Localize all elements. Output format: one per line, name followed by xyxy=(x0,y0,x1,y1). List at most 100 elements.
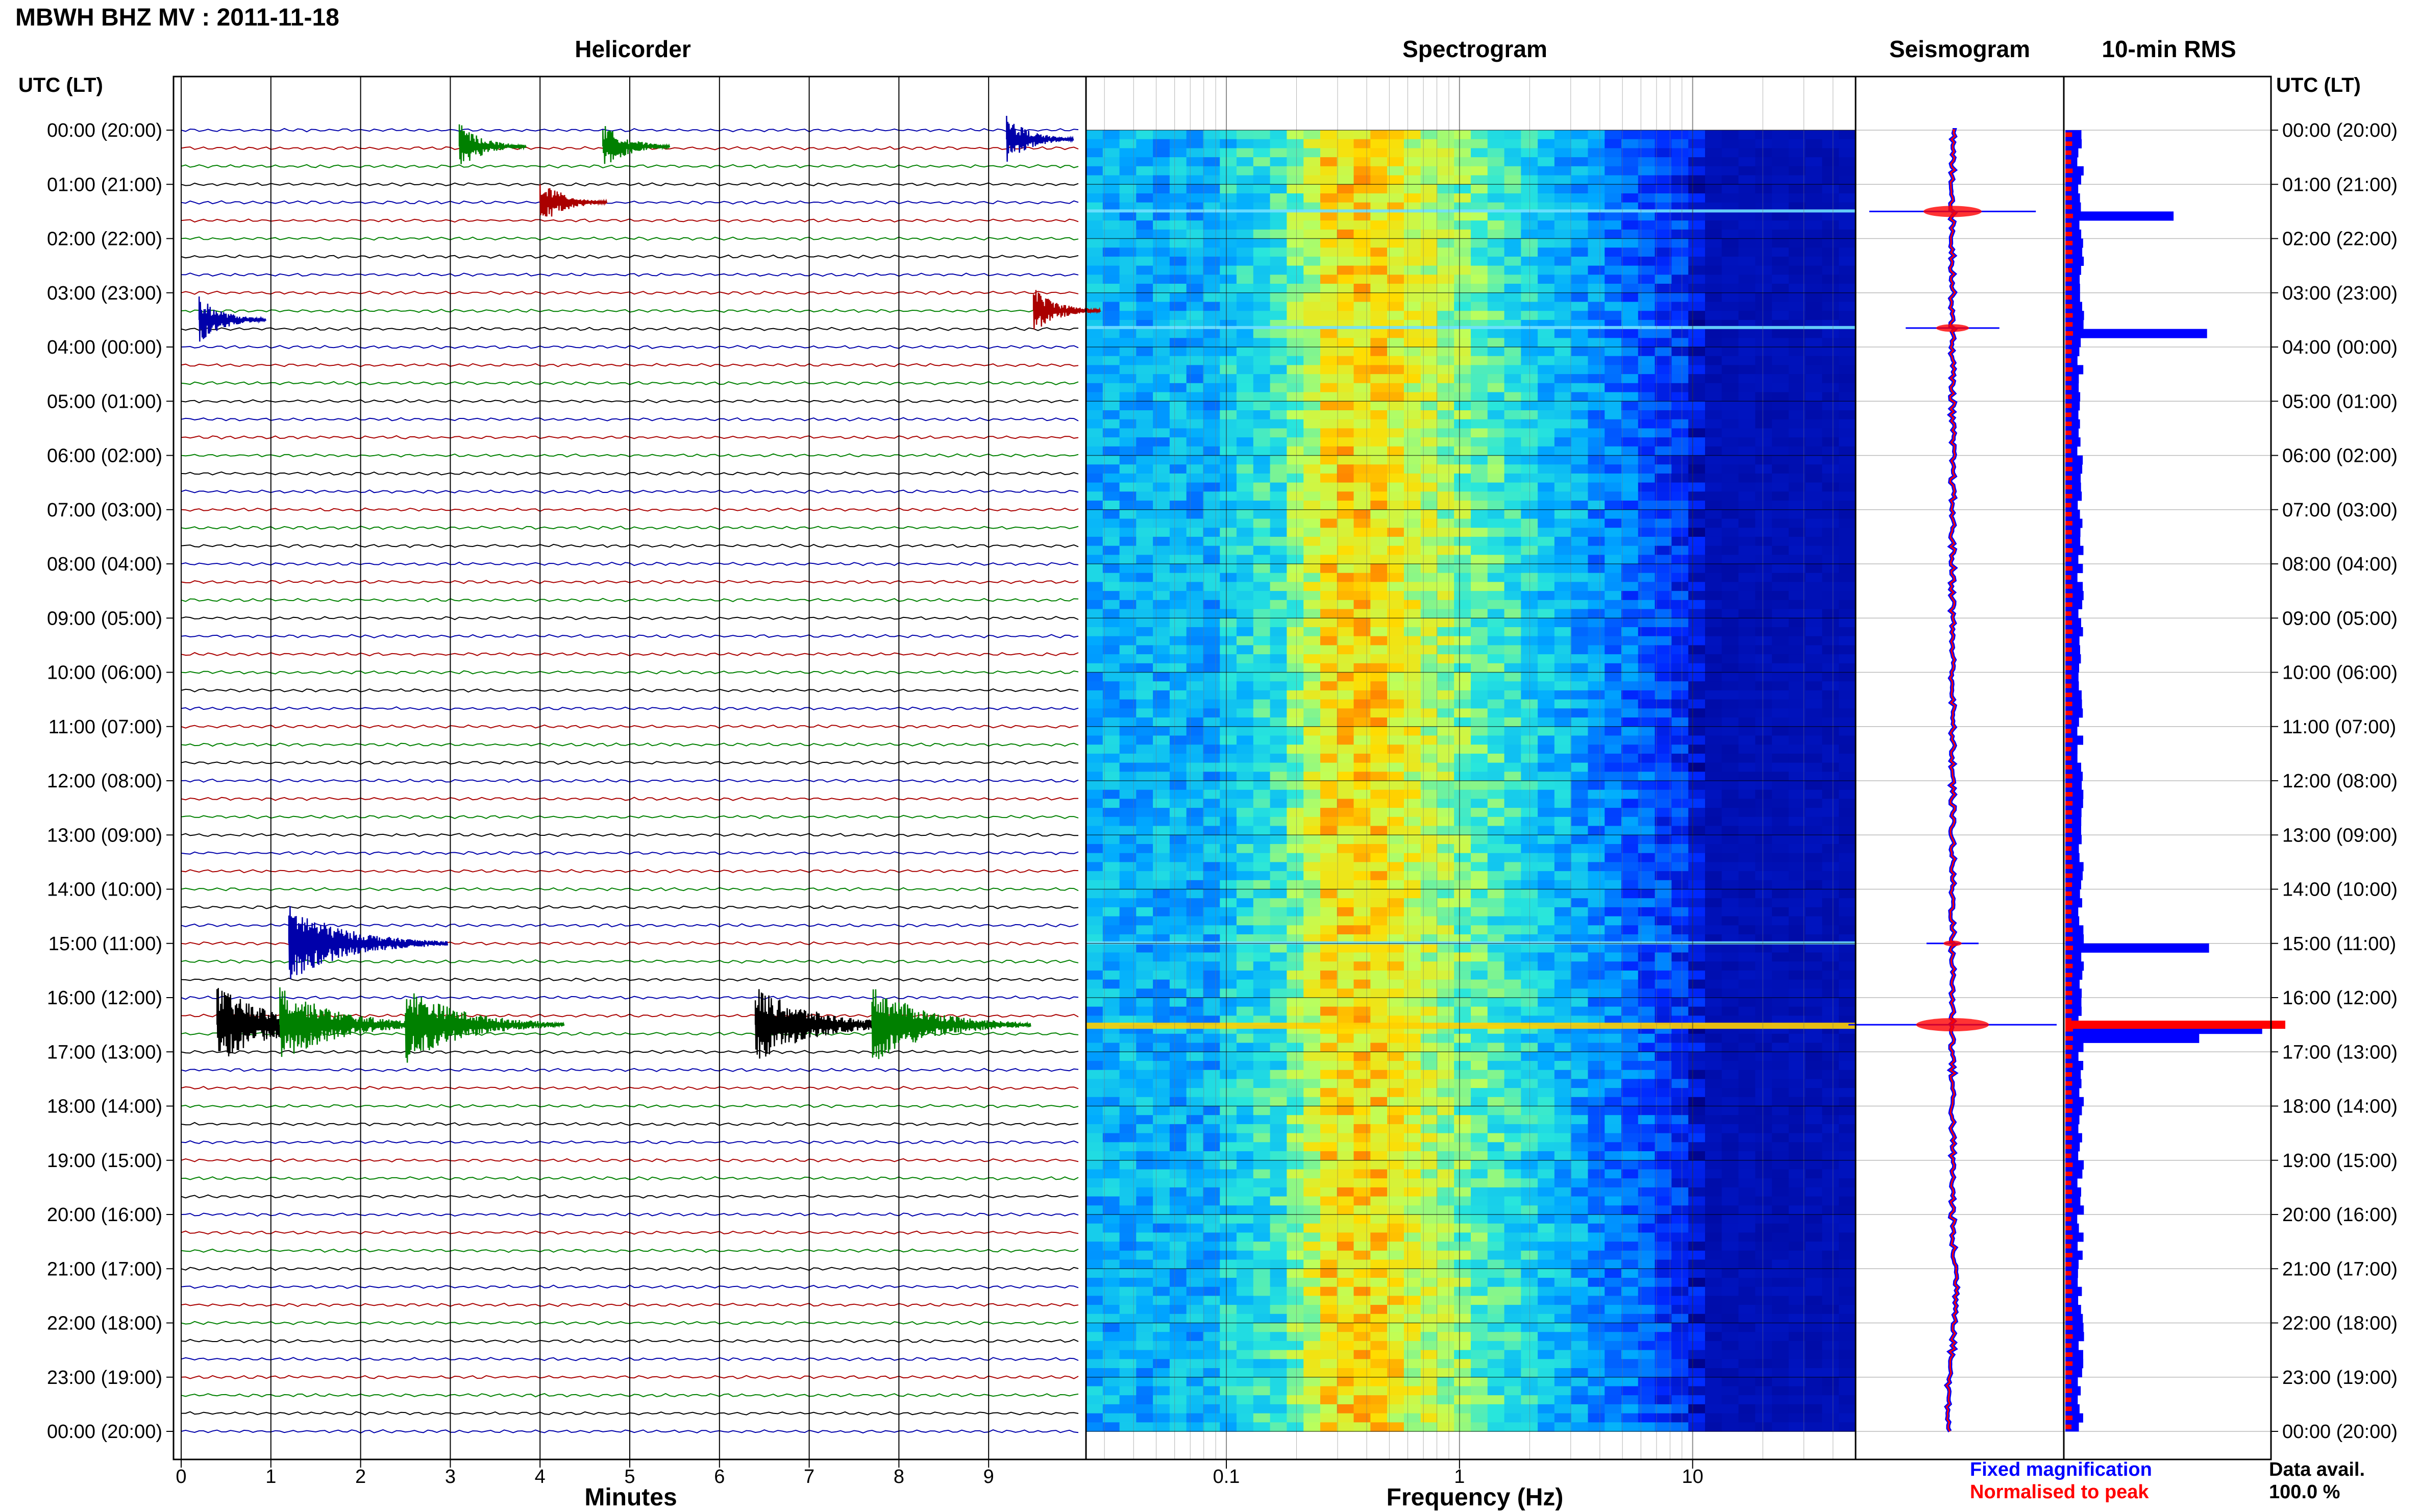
spectrogram-cell xyxy=(1822,275,1839,284)
spectrogram-cell xyxy=(1688,329,1706,338)
spectrogram-cell xyxy=(1370,365,1388,375)
spectrogram-cell xyxy=(1287,808,1304,817)
spectrogram-cell xyxy=(1237,690,1254,700)
spectrogram-cell xyxy=(1721,482,1739,492)
spectrogram-cell xyxy=(1504,365,1521,375)
spectrogram-cell xyxy=(1169,302,1187,311)
spectrogram-cell xyxy=(1387,347,1404,357)
spectrogram-cell xyxy=(1705,708,1722,718)
spectrogram-cell xyxy=(1237,356,1254,365)
spectrogram-cell xyxy=(1169,699,1187,709)
spectrogram-cell xyxy=(1755,772,1772,781)
spectrogram-cell xyxy=(1487,943,1505,953)
spectrogram-cell xyxy=(1554,591,1572,601)
spectrogram-cell xyxy=(1237,636,1254,646)
spectrogram-cell xyxy=(1471,708,1488,718)
spectrogram-cell xyxy=(1169,979,1187,989)
spectrogram-cell xyxy=(1253,699,1271,709)
spectrogram-cell xyxy=(1688,302,1706,311)
spectrogram-cell xyxy=(1822,528,1839,537)
spectrogram-cell xyxy=(1403,338,1421,348)
spectrogram-cell xyxy=(1655,1061,1672,1071)
spectrogram-cell xyxy=(1772,916,1789,926)
spectrogram-cell xyxy=(1705,636,1722,646)
spectrogram-cell xyxy=(1169,853,1187,862)
spectrogram-cell xyxy=(1086,726,1103,736)
spectrogram-cell xyxy=(1538,735,1555,745)
spectrogram-cell xyxy=(1805,979,1823,989)
spectrogram-cell xyxy=(1772,636,1789,646)
spectrogram-cell xyxy=(1554,292,1572,303)
spectrogram-cell xyxy=(1487,762,1505,772)
spectrogram-cell xyxy=(1403,1070,1421,1079)
spectrogram-cell xyxy=(1102,347,1120,357)
spectrogram-cell xyxy=(1102,365,1120,375)
spectrogram-cell xyxy=(1119,356,1137,365)
spectrogram-cell xyxy=(1287,347,1304,357)
spectrogram-cell xyxy=(1303,148,1321,158)
spectrogram-cell xyxy=(1387,157,1404,167)
spectrogram-cell xyxy=(1605,518,1622,528)
spectrogram-cell xyxy=(1805,853,1823,862)
spectrogram-cell xyxy=(1186,907,1204,917)
spectrogram-cell xyxy=(1403,401,1421,411)
spectrogram-cell xyxy=(1220,636,1237,646)
spectrogram-cell xyxy=(1303,311,1321,320)
spectrogram-cell xyxy=(1471,275,1488,284)
spectrogram-cell xyxy=(1688,464,1706,474)
spectrogram-cell xyxy=(1353,275,1371,284)
spectrogram-cell xyxy=(1638,772,1656,781)
spectrogram-cell xyxy=(1253,509,1271,519)
spectrogram-cell xyxy=(1203,229,1220,239)
spectrogram-cell xyxy=(1102,501,1120,510)
spectrogram-cell xyxy=(1605,618,1622,628)
spectrogram-cell xyxy=(1755,555,1772,564)
spectrogram-cell xyxy=(1203,609,1220,618)
spectrogram-cell xyxy=(1772,998,1789,1007)
spectrogram-cell xyxy=(1220,464,1237,474)
spectrogram-cell xyxy=(1136,591,1153,601)
spectrogram-cell xyxy=(1370,220,1388,230)
spectrogram-cell xyxy=(1203,356,1220,365)
spectrogram-cell xyxy=(1721,907,1739,917)
spectrogram-cell xyxy=(1588,745,1605,754)
spectrogram-cell xyxy=(1186,970,1204,980)
spectrogram-cell xyxy=(1454,889,1471,899)
spectrogram-cell xyxy=(1153,672,1170,682)
spectrogram-cell xyxy=(1253,383,1271,393)
spectrogram-cell xyxy=(1337,816,1354,827)
spectrogram-cell xyxy=(1755,717,1772,727)
spectrogram-cell xyxy=(1638,1052,1656,1061)
spectrogram-cell xyxy=(1788,699,1806,709)
spectrogram-cell xyxy=(1203,636,1220,646)
spectrogram-cell xyxy=(1403,501,1421,510)
spectrogram-cell xyxy=(1136,148,1153,158)
spectrogram-cell xyxy=(1086,1061,1103,1071)
spectrogram-cell xyxy=(1822,148,1839,158)
spectrogram-cell xyxy=(1086,772,1103,781)
spectrogram-cell xyxy=(1538,1088,1555,1098)
spectrogram-cell xyxy=(1788,1006,1806,1016)
spectrogram-cell xyxy=(1337,564,1354,574)
spectrogram-cell xyxy=(1237,907,1254,917)
spectrogram-cell xyxy=(1420,916,1438,926)
spectrogram-cell xyxy=(1705,528,1722,537)
spectrogram-cell xyxy=(1387,509,1404,519)
spectrogram-cell xyxy=(1471,636,1488,646)
spectrogram-cell xyxy=(1186,473,1204,483)
spectrogram-cell xyxy=(1186,256,1204,266)
spectrogram-cell xyxy=(1203,482,1220,492)
spectrogram-cell xyxy=(1588,564,1605,574)
spectrogram-cell xyxy=(1755,970,1772,980)
spectrogram-cell xyxy=(1788,383,1806,393)
spectrogram-cell xyxy=(1588,717,1605,727)
spectrogram-cell xyxy=(1655,1088,1672,1098)
spectrogram-cell xyxy=(1487,880,1505,890)
spectrogram-cell xyxy=(1353,654,1371,664)
spectrogram-cell xyxy=(1504,184,1521,194)
spectrogram-cell xyxy=(1721,401,1739,411)
spectrogram-cell xyxy=(1621,690,1639,700)
spectrogram-cell xyxy=(1119,862,1137,872)
spectrogram-cell xyxy=(1287,753,1304,763)
spectrogram-cell xyxy=(1605,609,1622,618)
